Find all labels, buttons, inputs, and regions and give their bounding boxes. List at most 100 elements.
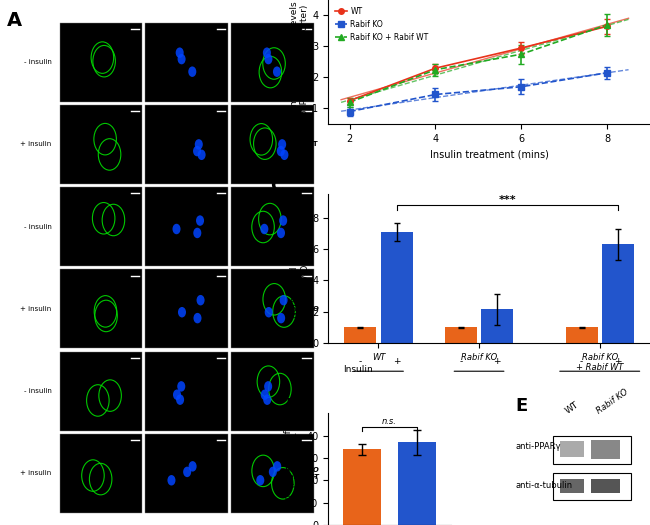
Ellipse shape xyxy=(279,215,287,226)
Text: anti-α-tubulin: anti-α-tubulin xyxy=(515,481,572,490)
Text: +: + xyxy=(614,357,621,366)
Bar xyxy=(60,23,142,102)
Bar xyxy=(60,187,142,266)
Text: Rabif KO: Rabif KO xyxy=(285,306,318,312)
Bar xyxy=(231,105,314,184)
Text: DAPI: DAPI xyxy=(177,8,196,17)
Ellipse shape xyxy=(173,390,181,400)
Text: +: + xyxy=(393,357,400,366)
Bar xyxy=(591,479,620,492)
Ellipse shape xyxy=(176,47,184,58)
Bar xyxy=(343,449,382,525)
Text: ***: *** xyxy=(499,195,516,205)
Ellipse shape xyxy=(177,381,185,392)
Ellipse shape xyxy=(176,394,184,405)
Bar xyxy=(481,309,514,343)
Text: D: D xyxy=(285,397,300,415)
Text: + insulin: + insulin xyxy=(20,141,51,148)
Bar xyxy=(146,352,228,430)
X-axis label: Insulin treatment (mins): Insulin treatment (mins) xyxy=(430,149,549,159)
Text: +: + xyxy=(493,357,501,366)
Bar xyxy=(344,328,376,343)
Bar xyxy=(146,269,228,349)
Ellipse shape xyxy=(188,461,196,471)
Ellipse shape xyxy=(168,475,176,486)
Bar xyxy=(60,352,142,430)
Ellipse shape xyxy=(269,467,277,477)
Ellipse shape xyxy=(265,54,272,65)
Legend: WT, Rabif KO, Rabif KO + Rabif WT: WT, Rabif KO, Rabif KO + Rabif WT xyxy=(332,4,432,45)
Text: Insulin: Insulin xyxy=(343,365,373,374)
Ellipse shape xyxy=(277,313,285,323)
Text: C: C xyxy=(270,177,283,195)
Bar xyxy=(560,442,584,457)
Text: -: - xyxy=(580,357,583,366)
Ellipse shape xyxy=(264,381,272,392)
Text: + insulin: + insulin xyxy=(20,306,51,312)
Text: E: E xyxy=(515,397,527,415)
Text: - insulin: - insulin xyxy=(23,59,51,65)
Bar xyxy=(398,443,436,525)
Ellipse shape xyxy=(196,215,204,226)
Bar xyxy=(60,269,142,349)
Ellipse shape xyxy=(277,228,285,238)
Bar xyxy=(231,352,314,430)
Ellipse shape xyxy=(172,224,181,234)
Text: WT: WT xyxy=(564,400,580,416)
Ellipse shape xyxy=(265,307,273,318)
Ellipse shape xyxy=(183,467,191,477)
Bar xyxy=(591,440,620,459)
Text: WT: WT xyxy=(306,141,318,148)
Bar xyxy=(60,434,142,513)
Bar xyxy=(560,479,584,492)
Bar xyxy=(146,23,228,102)
Ellipse shape xyxy=(261,224,268,234)
Text: + insulin: + insulin xyxy=(20,470,51,476)
Ellipse shape xyxy=(263,47,271,58)
Ellipse shape xyxy=(188,67,196,77)
Text: GFP-GLUT4: GFP-GLUT4 xyxy=(79,8,122,17)
Bar xyxy=(146,187,228,266)
Ellipse shape xyxy=(198,150,205,160)
Ellipse shape xyxy=(280,150,289,160)
Ellipse shape xyxy=(177,54,186,65)
Bar xyxy=(445,328,477,343)
Text: - insulin: - insulin xyxy=(23,224,51,229)
Bar xyxy=(231,187,314,266)
Bar xyxy=(231,23,314,102)
Text: Merged: Merged xyxy=(258,8,287,17)
Text: -: - xyxy=(359,357,362,366)
Text: B: B xyxy=(270,0,284,2)
Text: A: A xyxy=(6,10,21,29)
Bar xyxy=(146,434,228,513)
Text: Rabif KO: Rabif KO xyxy=(595,387,630,416)
Bar xyxy=(602,245,634,343)
Ellipse shape xyxy=(261,390,268,400)
Y-axis label: Normalized Surface Levels
(GFP-GLUT4-HA Reporter): Normalized Surface Levels (GFP-GLUT4-HA … xyxy=(290,2,309,122)
Bar xyxy=(231,269,314,349)
Bar xyxy=(380,232,413,343)
Ellipse shape xyxy=(273,461,281,471)
Bar xyxy=(146,105,228,184)
Y-axis label: Surface Levels of
Insulin Receptor: Surface Levels of Insulin Receptor xyxy=(284,430,304,508)
Bar xyxy=(60,105,142,184)
Ellipse shape xyxy=(263,394,271,405)
Ellipse shape xyxy=(194,313,202,323)
Ellipse shape xyxy=(280,295,287,306)
Y-axis label: Normalized Uptake of
2-Deoxy-D-glucose: Normalized Uptake of 2-Deoxy-D-glucose xyxy=(290,220,309,318)
Bar xyxy=(553,472,631,500)
Text: Rabif KO
+ Rabif WT: Rabif KO + Rabif WT xyxy=(275,467,318,480)
Text: -: - xyxy=(460,357,463,366)
Text: anti-PPARγ: anti-PPARγ xyxy=(515,443,561,452)
Bar xyxy=(566,328,598,343)
Bar xyxy=(231,434,314,513)
Text: n.s.: n.s. xyxy=(382,417,397,426)
Bar xyxy=(553,436,631,464)
Ellipse shape xyxy=(195,139,203,150)
Ellipse shape xyxy=(196,295,205,306)
Ellipse shape xyxy=(273,67,281,77)
Ellipse shape xyxy=(193,146,201,156)
Ellipse shape xyxy=(193,228,202,238)
Ellipse shape xyxy=(256,475,265,486)
Ellipse shape xyxy=(277,146,285,156)
